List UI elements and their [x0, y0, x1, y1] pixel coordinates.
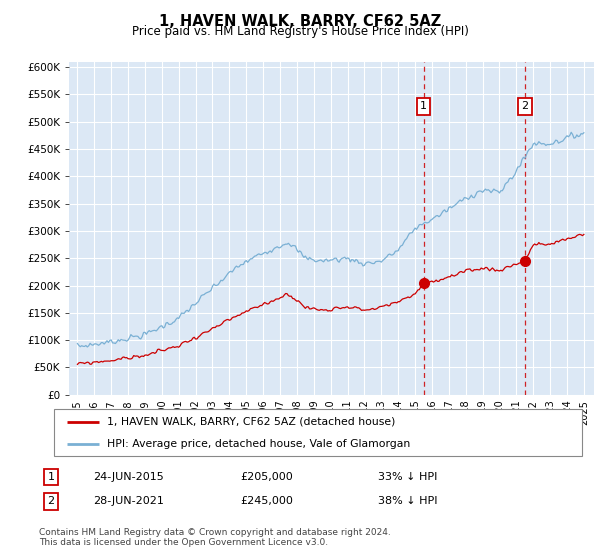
Text: Contains HM Land Registry data © Crown copyright and database right 2024.
This d: Contains HM Land Registry data © Crown c…: [39, 528, 391, 547]
Text: £245,000: £245,000: [240, 496, 293, 506]
Text: 33% ↓ HPI: 33% ↓ HPI: [378, 472, 437, 482]
Text: HPI: Average price, detached house, Vale of Glamorgan: HPI: Average price, detached house, Vale…: [107, 438, 410, 449]
Text: 1: 1: [420, 101, 427, 111]
Text: 2: 2: [47, 496, 55, 506]
Text: 1, HAVEN WALK, BARRY, CF62 5AZ: 1, HAVEN WALK, BARRY, CF62 5AZ: [159, 14, 441, 29]
Text: £205,000: £205,000: [240, 472, 293, 482]
Text: Price paid vs. HM Land Registry's House Price Index (HPI): Price paid vs. HM Land Registry's House …: [131, 25, 469, 38]
Text: 1, HAVEN WALK, BARRY, CF62 5AZ (detached house): 1, HAVEN WALK, BARRY, CF62 5AZ (detached…: [107, 417, 395, 427]
Text: 38% ↓ HPI: 38% ↓ HPI: [378, 496, 437, 506]
Text: 1: 1: [47, 472, 55, 482]
Text: 28-JUN-2021: 28-JUN-2021: [93, 496, 164, 506]
Text: 2: 2: [521, 101, 529, 111]
Text: 24-JUN-2015: 24-JUN-2015: [93, 472, 164, 482]
